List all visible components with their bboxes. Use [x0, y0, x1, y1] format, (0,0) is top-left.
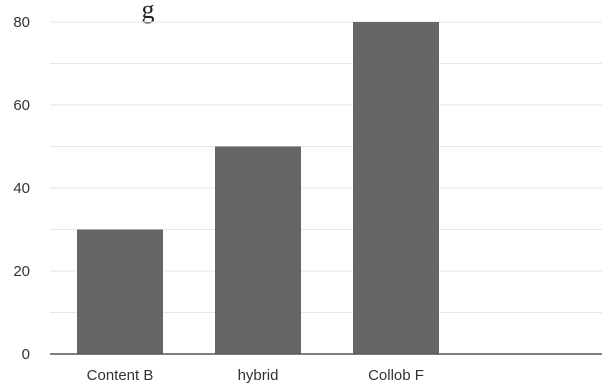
x-category-label: hybrid: [238, 367, 279, 383]
x-category-label: Content B: [87, 367, 154, 383]
y-tick-label: 80: [13, 14, 30, 31]
y-tick-label: 60: [13, 97, 30, 114]
y-tick-label: 20: [13, 263, 30, 280]
bars: [77, 22, 439, 354]
x-axis-labels: Content B hybrid Collob F: [87, 367, 424, 383]
y-tick-label: 0: [22, 346, 30, 363]
bar: [215, 146, 301, 354]
bar: [77, 229, 163, 354]
y-axis-ticks: 0 20 40 60 80: [13, 14, 30, 363]
x-category-label: Collob F: [368, 367, 424, 383]
chart-title-fragment: g: [142, 0, 155, 24]
y-tick-label: 40: [13, 180, 30, 197]
bar: [353, 22, 439, 354]
